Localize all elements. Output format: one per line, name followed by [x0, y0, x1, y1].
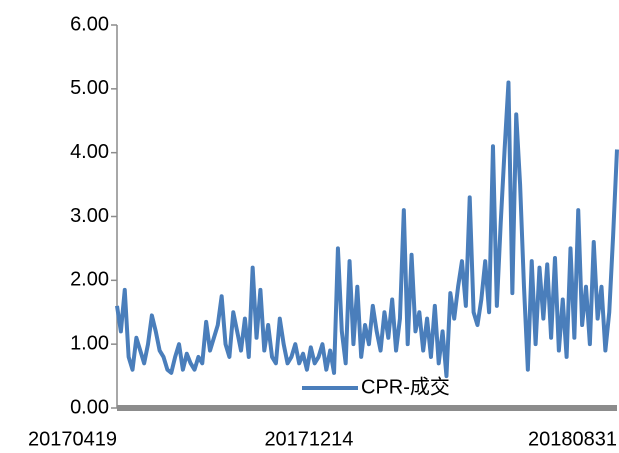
y-tick-label: 1.00: [70, 332, 109, 354]
y-tick-label: 0.00: [70, 396, 109, 418]
x-tick-label: 20180831: [528, 428, 617, 450]
x-tick-label: 20170419: [28, 428, 117, 450]
legend-label: CPR-成交: [361, 375, 450, 398]
y-tick-label: 2.00: [70, 269, 109, 291]
y-tick-label: 6.00: [70, 13, 109, 35]
y-tick-label: 5.00: [70, 77, 109, 99]
x-tick-label: 20171214: [264, 428, 353, 450]
y-tick-label: 4.00: [70, 141, 109, 163]
y-tick-label: 3.00: [70, 205, 109, 227]
data-line: [115, 80, 619, 379]
